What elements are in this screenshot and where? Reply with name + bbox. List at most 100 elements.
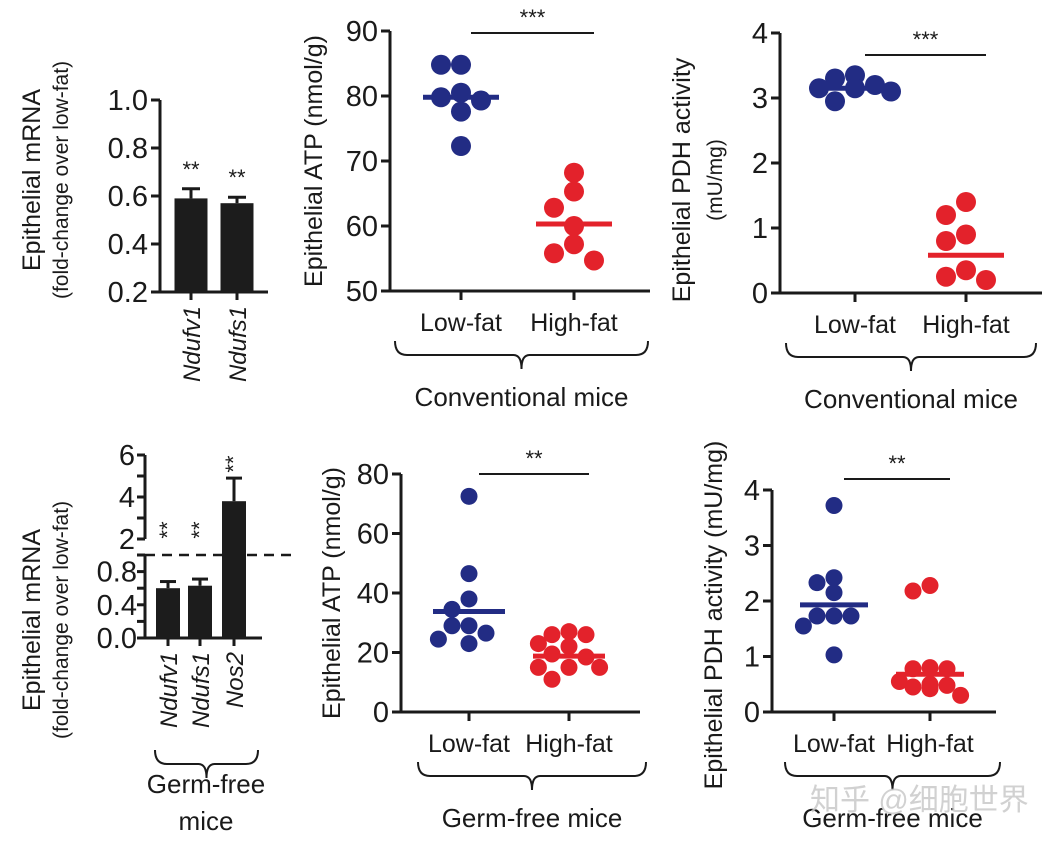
x-category-label: High-fat <box>886 730 974 758</box>
data-point-high-fat <box>529 635 547 653</box>
group-brace <box>394 340 649 370</box>
y-tick-label: 0.2 <box>108 277 148 309</box>
group-brace <box>417 761 647 791</box>
y-tick-label: 4 <box>752 18 768 50</box>
panel-a-mrna-conventional: 0.2 0.4 0.6 0.8 1.0 Epithelial mRNA (fold-chan… <box>18 61 268 382</box>
y-axis-subtitle: (fold-change over low-fat) <box>50 501 73 739</box>
group-label: Conventional mice <box>804 384 1018 414</box>
data-point-high-fat <box>938 676 956 694</box>
data-point-high-fat <box>560 658 578 676</box>
data-point-high-fat <box>543 670 561 688</box>
data-point-low-fat <box>443 617 461 635</box>
y-tick-label: 4 <box>744 475 760 507</box>
data-point-low-fat <box>825 607 843 625</box>
y-axis-title: Epithelial ATP (nmol/g) <box>318 467 346 719</box>
data-point-low-fat <box>429 630 447 648</box>
y-tick-label: 0.6 <box>108 181 148 213</box>
significance-stars: ** <box>182 157 200 182</box>
data-point-high-fat <box>956 224 976 245</box>
data-point-high-fat <box>904 678 922 696</box>
panel-c-pdh-conventional: 0 1 2 3 4 Epithelial PDH activity (mU/mg) Low-f… <box>668 18 1042 414</box>
data-point-low-fat <box>808 607 826 625</box>
data-point-high-fat <box>560 638 578 656</box>
x-category-label: Ndufs1 <box>225 306 252 382</box>
data-point-low-fat <box>460 635 478 653</box>
x-category-label: Nos2 <box>222 652 249 708</box>
y-tick-label: 90 <box>346 16 378 48</box>
x-category-label: Ndufv1 <box>179 306 206 382</box>
data-point-high-fat <box>976 270 996 290</box>
x-category-label: Ndufv1 <box>156 652 183 728</box>
data-point-high-fat <box>564 234 584 255</box>
x-category-label: Low-fat <box>420 309 502 337</box>
data-point-low-fat <box>460 487 478 505</box>
group-label: Conventional mice <box>415 382 629 412</box>
y-tick-label: 0 <box>744 697 760 729</box>
data-point-high-fat <box>956 192 976 212</box>
y-tick-label: 80 <box>346 81 378 113</box>
data-point-high-fat <box>936 205 956 225</box>
data-point-high-fat <box>543 626 561 644</box>
y-tick-label: 0.4 <box>108 229 148 261</box>
y-tick-label: 6 <box>119 440 135 472</box>
group-label: Germ-free <box>147 769 265 799</box>
y-tick-label: 80 <box>357 459 389 491</box>
bar-ndufs1 <box>188 585 212 638</box>
group-label: Germ-free mice <box>442 803 623 833</box>
data-point-low-fat <box>431 54 451 75</box>
bar-nos2 <box>222 501 246 638</box>
data-point-low-fat <box>471 90 491 111</box>
group-brace <box>784 761 1001 791</box>
y-tick-label: 1 <box>752 213 768 245</box>
y-tick-label: 1 <box>744 642 760 674</box>
y-tick-label: 0 <box>373 697 389 729</box>
data-point-high-fat <box>921 576 939 594</box>
y-tick-label: 2 <box>119 524 135 556</box>
y-tick-label: 50 <box>346 276 378 308</box>
x-category-label: High-fat <box>922 311 1010 339</box>
data-point-high-fat <box>529 658 547 676</box>
y-tick-label: 3 <box>744 531 760 563</box>
data-point-low-fat <box>842 607 860 625</box>
data-point-low-fat <box>825 646 843 664</box>
significance-stars: ** <box>187 521 212 539</box>
data-point-high-fat <box>890 672 908 690</box>
data-point-low-fat <box>825 497 843 515</box>
y-axis-title: Epithelial mRNA <box>18 89 46 271</box>
bar-ndufs1 <box>220 203 254 292</box>
significance-stars: ** <box>888 451 906 476</box>
data-point-low-fat <box>460 565 478 583</box>
y-tick-label: 70 <box>346 146 378 178</box>
data-point-low-fat <box>477 624 495 642</box>
y-tick-label: 40 <box>357 578 389 610</box>
watermark-text: 知乎 @细胞世界 <box>810 784 1029 817</box>
data-point-low-fat <box>825 569 843 587</box>
group-label-line2: mice <box>179 806 234 836</box>
y-axis-title: Epithelial mRNA <box>18 529 46 711</box>
data-point-low-fat <box>451 136 471 157</box>
significance-stars: ** <box>221 455 246 473</box>
data-point-high-fat <box>904 582 922 600</box>
data-point-high-fat <box>564 181 584 202</box>
data-point-high-fat <box>560 623 578 641</box>
y-tick-label: 3 <box>752 83 768 115</box>
data-point-high-fat <box>921 680 939 698</box>
data-point-low-fat <box>825 91 845 112</box>
y-tick-label: 20 <box>357 638 389 670</box>
y-tick-label: 60 <box>346 211 378 243</box>
data-point-low-fat <box>825 584 843 602</box>
y-tick-label: 0.8 <box>97 557 137 589</box>
x-category-label: Low-fat <box>793 730 875 758</box>
y-axis-subtitle: (fold-change over low-fat) <box>50 61 73 299</box>
group-brace <box>154 749 259 779</box>
group-brace <box>785 342 1037 372</box>
y-axis-subtitle: (mU/mg) <box>704 139 727 221</box>
y-axis-title: Epithelial PDH activity <box>668 57 696 302</box>
data-point-high-fat <box>584 250 604 271</box>
x-category-label: Low-fat <box>814 311 896 339</box>
y-tick-label: 60 <box>357 519 389 551</box>
x-category-label: High-fat <box>525 730 613 758</box>
data-point-high-fat <box>936 231 956 251</box>
significance-stars: ** <box>228 165 246 190</box>
